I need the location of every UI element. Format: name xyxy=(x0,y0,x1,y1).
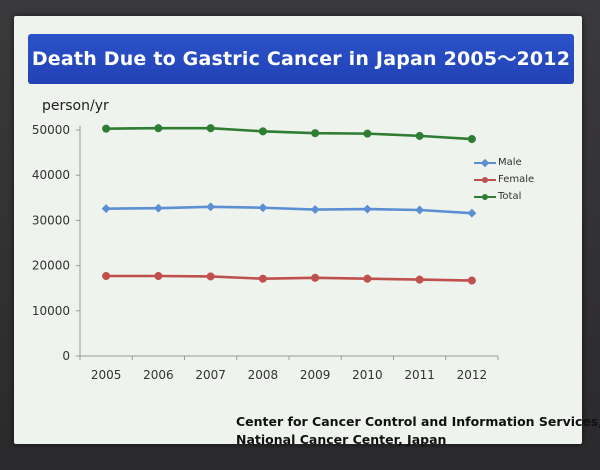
legend-swatch-male xyxy=(474,158,496,168)
title-banner: Death Due to Gastric Cancer in Japan 200… xyxy=(28,34,574,84)
chart-axes: 0 10000 20000 30000 40000 50000 2005 2006 2007 20… xyxy=(32,123,499,382)
series-line-female xyxy=(106,274,472,282)
x-tick-label: 2005 xyxy=(91,368,122,382)
data-point-male xyxy=(415,205,425,215)
slide: Death Due to Gastric Cancer in Japan 200… xyxy=(14,16,600,447)
source-credit-line-1: Center for Cancer Control and Informatio… xyxy=(236,414,600,429)
y-axis-unit-label: person/yr xyxy=(42,98,109,114)
data-point-female xyxy=(467,276,476,285)
data-point-male xyxy=(101,204,111,214)
data-point-female xyxy=(311,273,320,282)
data-point-male xyxy=(362,204,372,214)
x-tick-label: 2009 xyxy=(300,368,331,382)
data-point-total xyxy=(102,124,111,133)
data-point-total xyxy=(154,124,163,133)
legend-item-female: Female xyxy=(474,171,534,188)
x-tick-label: 2008 xyxy=(248,368,279,382)
data-point-female xyxy=(258,274,267,283)
series-female xyxy=(102,271,476,285)
data-point-female xyxy=(415,275,424,284)
legend-swatch-female xyxy=(474,175,496,185)
y-tick-label: 0 xyxy=(62,349,70,363)
legend-label-female: Female xyxy=(498,174,535,185)
data-point-male xyxy=(206,202,216,212)
data-point-total xyxy=(206,124,215,133)
series-total xyxy=(102,124,476,144)
source-credit-line-2: National Cancer Center, Japan xyxy=(236,432,447,447)
data-point-total xyxy=(311,129,320,138)
x-tick-label: 2012 xyxy=(457,368,488,382)
chart-title: Death Due to Gastric Cancer in Japan 200… xyxy=(31,48,571,70)
data-point-female xyxy=(363,274,372,283)
legend-swatch-total xyxy=(474,192,496,202)
chart-legend: Male Female Total xyxy=(474,154,534,205)
x-tick-label: 2007 xyxy=(195,368,226,382)
x-tick-label: 2006 xyxy=(143,368,174,382)
source-credit: Center for Cancer Control and Informatio… xyxy=(236,413,600,449)
legend-label-male: Male xyxy=(498,157,522,168)
data-point-male xyxy=(153,203,163,213)
data-point-female xyxy=(206,272,215,281)
data-point-total xyxy=(467,134,476,144)
y-tick-label: 10000 xyxy=(32,304,70,318)
data-point-female xyxy=(154,271,163,281)
data-point-total xyxy=(415,131,424,140)
data-point-male xyxy=(467,208,477,218)
legend-item-male: Male xyxy=(474,154,534,171)
series-line-male xyxy=(106,205,472,215)
legend-item-total: Total xyxy=(474,188,534,205)
data-point-male xyxy=(310,204,320,215)
data-point-female xyxy=(102,271,111,281)
series-male xyxy=(101,202,477,218)
x-tick-label: 2010 xyxy=(352,368,383,382)
data-point-male xyxy=(258,203,268,213)
y-tick-label: 30000 xyxy=(32,213,70,227)
y-tick-label: 20000 xyxy=(32,259,70,273)
x-tick-label: 2011 xyxy=(404,368,435,382)
series-line-total xyxy=(106,126,472,141)
data-point-total xyxy=(258,127,267,136)
legend-label-total: Total xyxy=(498,191,522,202)
y-tick-label: 50000 xyxy=(32,123,70,137)
data-point-total xyxy=(363,129,372,138)
y-tick-label: 40000 xyxy=(32,168,70,182)
chart-series xyxy=(101,124,477,285)
